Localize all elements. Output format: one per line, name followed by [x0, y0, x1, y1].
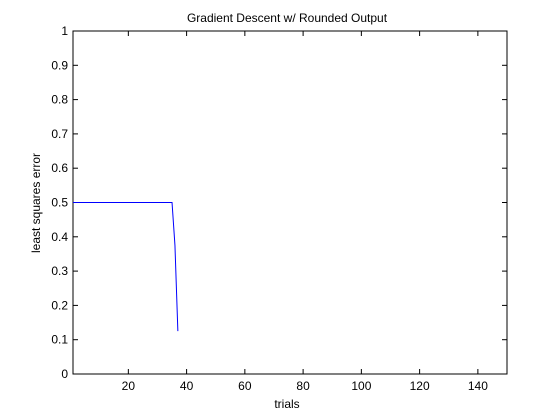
x-tick-label: 60: [238, 379, 252, 393]
chart-title: Gradient Descent w/ Rounded Output: [187, 11, 388, 25]
x-tick-label: 140: [468, 379, 488, 393]
y-tick-label: 0.7: [51, 127, 68, 141]
y-tick-label: 1: [61, 24, 68, 38]
x-tick-label: 120: [410, 379, 430, 393]
x-tick-label: 20: [122, 379, 136, 393]
y-tick-label: 0.6: [51, 161, 68, 175]
y-tick-label: 0.4: [51, 230, 68, 244]
y-tick-label: 0.1: [51, 333, 68, 347]
series-layer: [73, 202, 179, 332]
series-line: [73, 202, 179, 332]
y-tick-label: 0: [61, 367, 68, 381]
y-tick-label: 0.5: [51, 196, 68, 210]
axis-ticks: 20 40 60 80 100 120 140 0 0.1 0.2 0.3 0.4 0.5 0.6 0.7 0…: [51, 24, 507, 393]
y-tick-label: 0.9: [51, 58, 68, 72]
y-tick-label: 0.3: [51, 264, 68, 278]
y-tick-label: 0.2: [51, 298, 68, 312]
x-tick-label: 40: [180, 379, 194, 393]
y-tick-label: 0.8: [51, 93, 68, 107]
x-tick-label: 100: [351, 379, 371, 393]
y-axis-label: least squares error: [29, 153, 43, 253]
x-axis-label: trials: [274, 397, 299, 411]
x-tick-label: 80: [296, 379, 310, 393]
